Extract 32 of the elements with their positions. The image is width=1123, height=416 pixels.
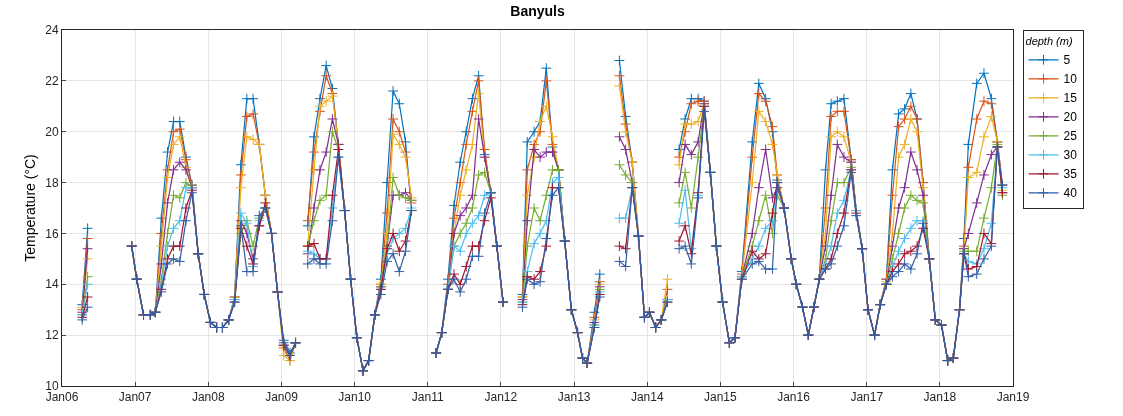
x-tick-label: Jan07 bbox=[118, 390, 152, 405]
x-tick-label: Jan15 bbox=[704, 390, 738, 405]
legend-label: 25 bbox=[1063, 129, 1078, 144]
chart-title: Banyuls bbox=[510, 3, 565, 20]
x-tick-label: Jan11 bbox=[411, 390, 444, 405]
x-tick-label: Jan09 bbox=[265, 390, 299, 405]
legend-label: 10 bbox=[1063, 72, 1078, 87]
y-tick-label: 18 bbox=[45, 175, 59, 190]
legend-label: 40 bbox=[1063, 186, 1078, 201]
y-tick-label: 16 bbox=[45, 226, 59, 241]
legend-label: 35 bbox=[1063, 167, 1078, 182]
x-tick-label: Jan08 bbox=[191, 390, 225, 405]
legend-label: 5 bbox=[1063, 53, 1071, 68]
x-tick-label: Jan16 bbox=[777, 390, 811, 405]
y-tick-label: 12 bbox=[45, 328, 59, 343]
y-tick-label: 24 bbox=[45, 23, 59, 38]
x-tick-label: Jan17 bbox=[850, 390, 884, 405]
x-tick-label: Jan19 bbox=[996, 390, 1030, 405]
x-tick-label: Jan06 bbox=[45, 390, 79, 405]
x-tick-label: Jan14 bbox=[630, 390, 664, 405]
x-tick-label: Jan13 bbox=[557, 390, 591, 405]
y-tick-label: 22 bbox=[45, 74, 59, 89]
legend-label: 15 bbox=[1063, 91, 1078, 106]
x-tick-label: Jan12 bbox=[484, 390, 518, 405]
y-tick-label: 14 bbox=[45, 277, 59, 292]
legend-label: 20 bbox=[1063, 110, 1078, 125]
y-tick-label: 20 bbox=[45, 124, 59, 139]
legend-title: depth (m) bbox=[1025, 35, 1073, 48]
x-tick-label: Jan18 bbox=[923, 390, 957, 405]
y-axis-title: Temperature (°C) bbox=[21, 154, 38, 262]
x-tick-label: Jan10 bbox=[338, 390, 372, 405]
legend-label: 30 bbox=[1063, 148, 1078, 163]
